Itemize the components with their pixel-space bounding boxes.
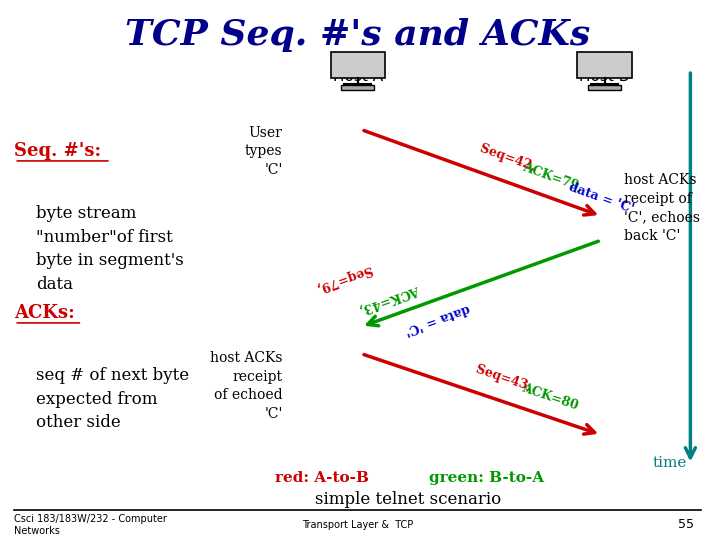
Text: seq # of next byte
expected from
other side: seq # of next byte expected from other s…	[36, 367, 189, 431]
Text: simple telnet scenario: simple telnet scenario	[315, 491, 501, 508]
FancyBboxPatch shape	[330, 52, 385, 78]
Text: Seq=43,: Seq=43,	[474, 363, 537, 395]
Text: host ACKs
receipt of
'C', echoes
back 'C': host ACKs receipt of 'C', echoes back 'C…	[624, 173, 700, 242]
Text: data = 'C': data = 'C'	[402, 301, 471, 336]
Text: time: time	[652, 456, 687, 470]
Text: TCP Seq. #'s and ACKs: TCP Seq. #'s and ACKs	[125, 18, 590, 52]
Text: red: A-to-B: red: A-to-B	[275, 471, 369, 485]
Text: Csci 183/183W/232 - Computer
Networks: Csci 183/183W/232 - Computer Networks	[14, 514, 167, 536]
FancyBboxPatch shape	[577, 52, 631, 78]
Text: Host A: Host A	[333, 69, 383, 84]
FancyBboxPatch shape	[341, 85, 374, 90]
Text: User
types
'C': User types 'C'	[245, 126, 282, 177]
Text: Seq. #'s:: Seq. #'s:	[14, 142, 102, 160]
Text: ACK=43,: ACK=43,	[354, 282, 421, 317]
Text: data = 'C': data = 'C'	[567, 180, 636, 216]
Text: Host B: Host B	[580, 69, 630, 84]
Text: ACK=79,: ACK=79,	[521, 160, 588, 195]
Text: Seq=42,: Seq=42,	[477, 141, 541, 175]
Text: 55: 55	[678, 518, 694, 531]
Text: green: B-to-A: green: B-to-A	[429, 471, 544, 485]
Text: byte stream
"number"of first
byte in segment's
data: byte stream "number"of first byte in seg…	[36, 205, 184, 293]
FancyBboxPatch shape	[588, 85, 621, 90]
Text: Transport Layer &  TCP: Transport Layer & TCP	[302, 520, 413, 530]
Text: Seq=79,: Seq=79,	[311, 262, 374, 295]
Text: ACK=80: ACK=80	[521, 382, 580, 413]
Text: ACKs:: ACKs:	[14, 304, 75, 322]
Text: host ACKs
receipt
of echoed
'C': host ACKs receipt of echoed 'C'	[210, 352, 282, 421]
